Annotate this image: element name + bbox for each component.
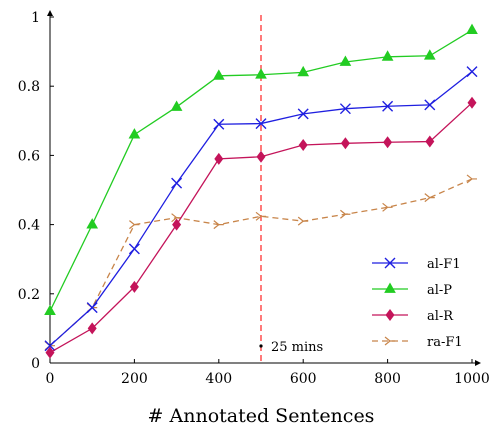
y-tick-label: 0.2 bbox=[18, 287, 40, 303]
legend: al-F1 al-P al-R ra-F1 bbox=[368, 253, 468, 356]
annotation-dot bbox=[259, 344, 262, 347]
reference-line-group: 25 mins bbox=[259, 15, 323, 363]
data-point bbox=[257, 151, 266, 163]
data-point bbox=[298, 217, 308, 225]
data-point bbox=[129, 244, 139, 254]
data-point bbox=[383, 136, 392, 148]
data-point bbox=[255, 68, 267, 78]
y-tick-label: 0.8 bbox=[18, 79, 40, 95]
data-point bbox=[129, 221, 139, 229]
data-point bbox=[466, 24, 478, 34]
y-axis-arrow bbox=[47, 10, 53, 16]
legend-label-ra-F1: ra-F1 bbox=[427, 335, 463, 350]
data-point bbox=[213, 69, 225, 79]
data-point bbox=[467, 67, 477, 77]
data-point bbox=[44, 305, 56, 315]
data-point bbox=[172, 178, 182, 188]
x-tick-label: 400 bbox=[205, 371, 232, 387]
data-point bbox=[86, 218, 98, 228]
data-point bbox=[424, 49, 436, 59]
x-tick-label: 200 bbox=[121, 371, 148, 387]
x-axis-label: # Annotated Sentences bbox=[148, 405, 375, 427]
data-point bbox=[468, 97, 477, 109]
legend-label-al-R: al-R bbox=[427, 309, 454, 324]
y-tick-label: 1 bbox=[31, 10, 40, 26]
data-point bbox=[171, 100, 183, 110]
y-tick-label: 0 bbox=[31, 356, 40, 372]
annotation-label: 25 mins bbox=[271, 340, 323, 355]
data-point bbox=[129, 128, 141, 138]
legend-label-al-P: al-P bbox=[427, 283, 452, 298]
data-point bbox=[340, 55, 352, 65]
data-point bbox=[382, 50, 394, 60]
x-tick-label: 800 bbox=[374, 371, 401, 387]
legend-label-al-F1: al-F1 bbox=[427, 257, 461, 272]
y-tick-label: 0.6 bbox=[18, 148, 40, 164]
x-tick-label: 600 bbox=[290, 371, 317, 387]
data-point bbox=[425, 194, 435, 202]
data-point bbox=[88, 322, 97, 334]
y-tick-label: 0.4 bbox=[18, 218, 40, 234]
x-tick-label: 1000 bbox=[454, 371, 490, 387]
data-point bbox=[341, 137, 350, 149]
x-tick-label: 0 bbox=[46, 371, 55, 387]
data-point bbox=[467, 175, 477, 183]
data-point bbox=[425, 136, 434, 148]
x-axis-arrow bbox=[475, 360, 481, 366]
data-point bbox=[299, 139, 308, 151]
